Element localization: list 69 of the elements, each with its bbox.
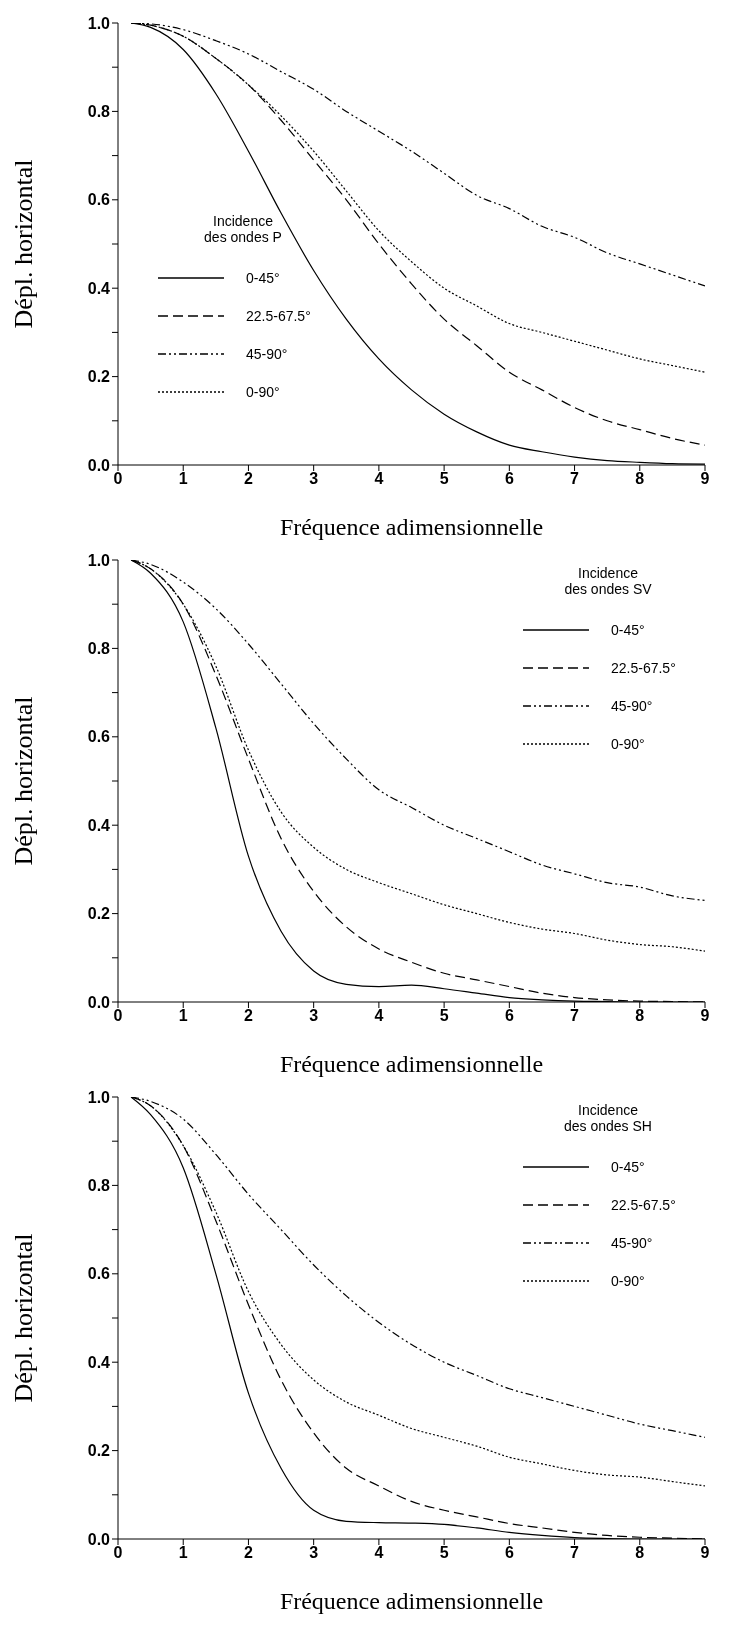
y-tick-label: 0.6: [87, 191, 111, 209]
y-tick-label: 0.2: [87, 905, 111, 923]
y-tick-label: 0.8: [87, 640, 111, 658]
x-tick-label: 3: [309, 1007, 319, 1025]
y-axis-title: Dépl. horizontal: [9, 696, 39, 866]
y-tick-label: 0.0: [87, 1530, 111, 1548]
y-tick-label: 0.6: [87, 728, 111, 746]
legend-label: 45-90°: [246, 346, 288, 362]
x-tick-label: 1: [178, 470, 188, 488]
x-tick-label: 5: [439, 470, 449, 488]
x-tick-label: 7: [570, 1544, 580, 1562]
x-tick-label: 1: [178, 1007, 188, 1025]
y-tick-label: 0.4: [87, 279, 111, 297]
legend-label: 0-45°: [611, 622, 645, 638]
y-tick-label: 0.0: [87, 993, 111, 1011]
y-tick-label: 0.4: [87, 1353, 111, 1371]
x-tick-label: 9: [700, 470, 710, 488]
x-tick-label: 0: [113, 470, 123, 488]
y-tick-label: 1.0: [87, 1088, 111, 1106]
y-axis-title: Dépl. horizontal: [9, 1233, 39, 1403]
y-tick-label: 0.0: [87, 456, 111, 474]
x-tick-label: 3: [309, 1544, 319, 1562]
x-tick-label: 4: [374, 470, 384, 488]
legend-label: 22.5-67.5°: [611, 660, 676, 676]
x-tick-label: 7: [570, 470, 580, 488]
x-tick-label: 2: [243, 1544, 253, 1562]
x-tick-label: 5: [439, 1544, 449, 1562]
legend-label: 0-90°: [611, 1273, 645, 1289]
y-tick-label: 0.8: [87, 103, 111, 121]
legend-label: 0-45°: [246, 270, 280, 286]
x-tick-label: 9: [700, 1544, 710, 1562]
x-tick-label: 5: [439, 1007, 449, 1025]
x-tick-label: 0: [113, 1007, 123, 1025]
x-tick-label: 6: [504, 1544, 514, 1562]
y-tick-label: 1.0: [87, 14, 111, 32]
x-tick-label: 8: [635, 1544, 645, 1562]
legend-title: Incidence des ondes SH: [563, 1102, 653, 1134]
x-tick-label: 8: [635, 1007, 645, 1025]
legend-title: Incidence des ondes SV: [563, 565, 653, 597]
x-tick-label: 1: [178, 1544, 188, 1562]
legend-label: 22.5-67.5°: [246, 308, 311, 324]
legend-title: Incidence des ondes P: [203, 213, 283, 245]
x-axis-title: Fréquence adimensionnelle: [279, 514, 544, 540]
y-tick-label: 0.2: [87, 1442, 111, 1460]
x-axis-title: Fréquence adimensionnelle: [279, 1051, 544, 1077]
y-tick-label: 0.6: [87, 1265, 111, 1283]
y-tick-label: 1.0: [87, 551, 111, 569]
legend-label: 0-90°: [246, 384, 280, 400]
legend-label: 0-45°: [611, 1159, 645, 1175]
x-axis-title: Fréquence adimensionnelle: [279, 1588, 544, 1614]
legend-label: 0-90°: [611, 736, 645, 752]
x-tick-label: 7: [570, 1007, 580, 1025]
y-axis-title: Dépl. horizontal: [9, 159, 39, 329]
x-tick-label: 4: [374, 1544, 384, 1562]
x-tick-label: 2: [243, 1007, 253, 1025]
y-tick-label: 0.8: [87, 1177, 111, 1195]
legend-label: 22.5-67.5°: [611, 1197, 676, 1213]
x-tick-label: 6: [504, 470, 514, 488]
x-tick-label: 8: [635, 470, 645, 488]
legend-label: 45-90°: [611, 1235, 653, 1251]
y-tick-label: 0.4: [87, 816, 111, 834]
x-tick-label: 6: [504, 1007, 514, 1025]
legend-label: 45-90°: [611, 698, 653, 714]
x-tick-label: 0: [113, 1544, 123, 1562]
x-tick-label: 4: [374, 1007, 384, 1025]
x-tick-label: 2: [243, 470, 253, 488]
x-tick-label: 9: [700, 1007, 710, 1025]
x-tick-label: 3: [309, 470, 319, 488]
y-tick-label: 0.2: [87, 368, 111, 386]
